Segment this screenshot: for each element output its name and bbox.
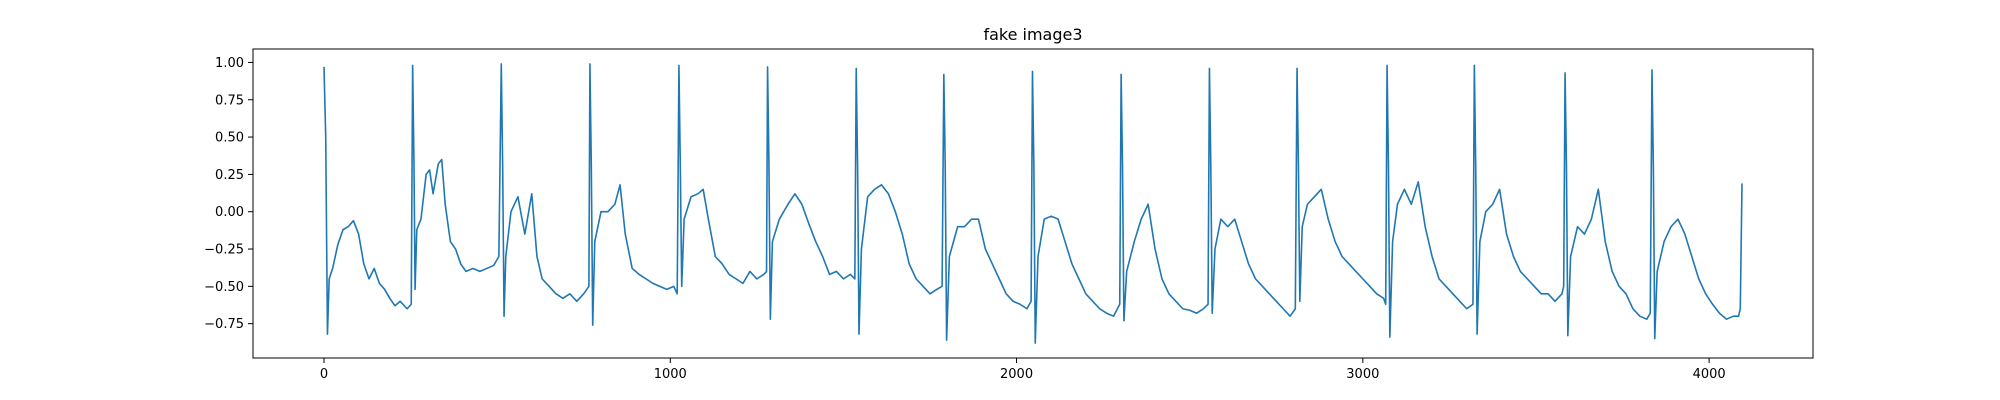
x-tick-label: 0 (320, 367, 328, 382)
x-tick-label: 4000 (1693, 367, 1726, 382)
plot-area-frame (252, 48, 1814, 359)
x-tick-label: 1000 (654, 367, 687, 382)
y-tick-label: 0.50 (215, 131, 244, 146)
y-tick-label: 1.00 (215, 56, 244, 71)
x-axis: 0 1000 2000 3000 4000 (320, 358, 1726, 382)
y-tick-label: −0.50 (204, 280, 244, 295)
y-tick-label: −0.75 (204, 317, 244, 332)
y-axis: 1.00 0.75 0.50 0.25 0.00 −0.25 −0.50 −0.75 (204, 56, 253, 332)
series-layer (323, 63, 1743, 344)
y-tick-label: 0.75 (215, 93, 244, 108)
x-tick-label: 2000 (1000, 367, 1033, 382)
series-line-0 (323, 63, 1743, 344)
x-tick-label: 3000 (1346, 367, 1379, 382)
y-tick-label: −0.25 (204, 243, 244, 258)
y-tick-label: 0.25 (215, 168, 244, 183)
y-tick-label: 0.00 (215, 205, 244, 220)
chart-title: fake image3 (983, 25, 1082, 44)
